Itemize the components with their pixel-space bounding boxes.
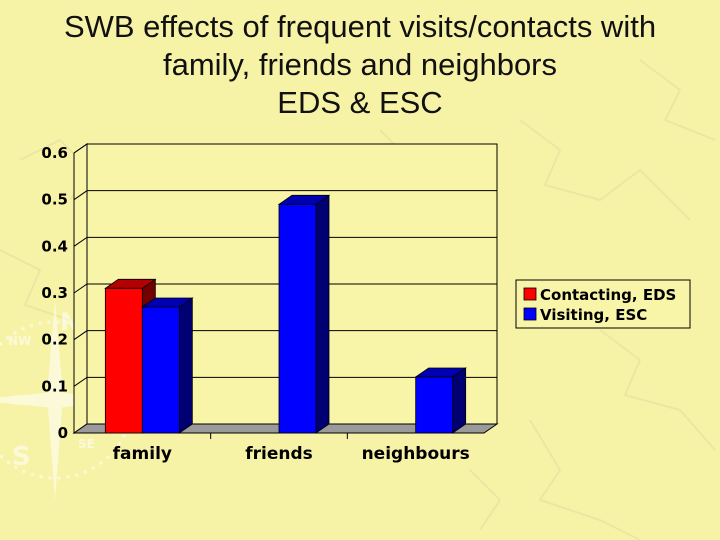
y-tick-label: 0: [58, 424, 68, 442]
svg-text:NW: NW: [8, 334, 31, 348]
gridline: [73, 190, 497, 201]
legend-label: Visiting, ESC: [540, 306, 647, 324]
y-axis-ticks: 0 0.1 0.2 0.3 0.4 0.5 0.6: [41, 144, 68, 442]
y-tick-label: 0.4: [41, 237, 68, 255]
x-category-label: neighbours: [362, 444, 470, 464]
slide-title: SWB effects of frequent visits/contacts …: [0, 8, 720, 122]
svg-text:S: S: [12, 442, 31, 472]
compass-rose-icon: S NW SE N: [0, 300, 140, 500]
x-category-label: family: [113, 444, 172, 464]
gridlines: [73, 143, 497, 387]
legend-swatch: [523, 307, 537, 321]
gridline: [73, 283, 497, 294]
legend: Contacting, EDS Visiting, ESC: [515, 279, 691, 329]
y-tick-label: 0.5: [41, 191, 68, 209]
gridline: [73, 236, 497, 247]
bar: [141, 297, 194, 434]
gridline: [73, 330, 497, 341]
y-tick-label: 0.6: [41, 144, 68, 162]
y-tick-label: 0.1: [41, 377, 68, 395]
bars: [104, 194, 467, 434]
bar: [277, 194, 331, 434]
y-tick-label: 0.3: [41, 284, 68, 302]
bar-side: [178, 297, 193, 434]
bar-side: [315, 194, 330, 434]
bar: [414, 367, 467, 434]
title-line: SWB effects of frequent visits/contacts …: [63, 9, 657, 44]
bar-front: [278, 203, 317, 434]
y-tick-label: 0.2: [41, 331, 68, 349]
bar-front: [141, 306, 180, 434]
bar-front: [415, 376, 454, 434]
legend-box: [515, 279, 691, 329]
gridline: [73, 143, 497, 154]
bar-side: [452, 367, 467, 434]
title-line: EDS & ESC: [277, 85, 443, 120]
legend-swatch: [523, 287, 537, 301]
gridline: [73, 376, 497, 387]
svg-text:SE: SE: [78, 437, 95, 451]
bar-front: [104, 287, 143, 434]
x-category-label: friends: [245, 444, 313, 464]
legend-label: Contacting, EDS: [540, 286, 676, 304]
x-axis-labels: family friends neighbours: [113, 444, 470, 464]
title-line: family, friends and neighbors: [162, 47, 558, 82]
